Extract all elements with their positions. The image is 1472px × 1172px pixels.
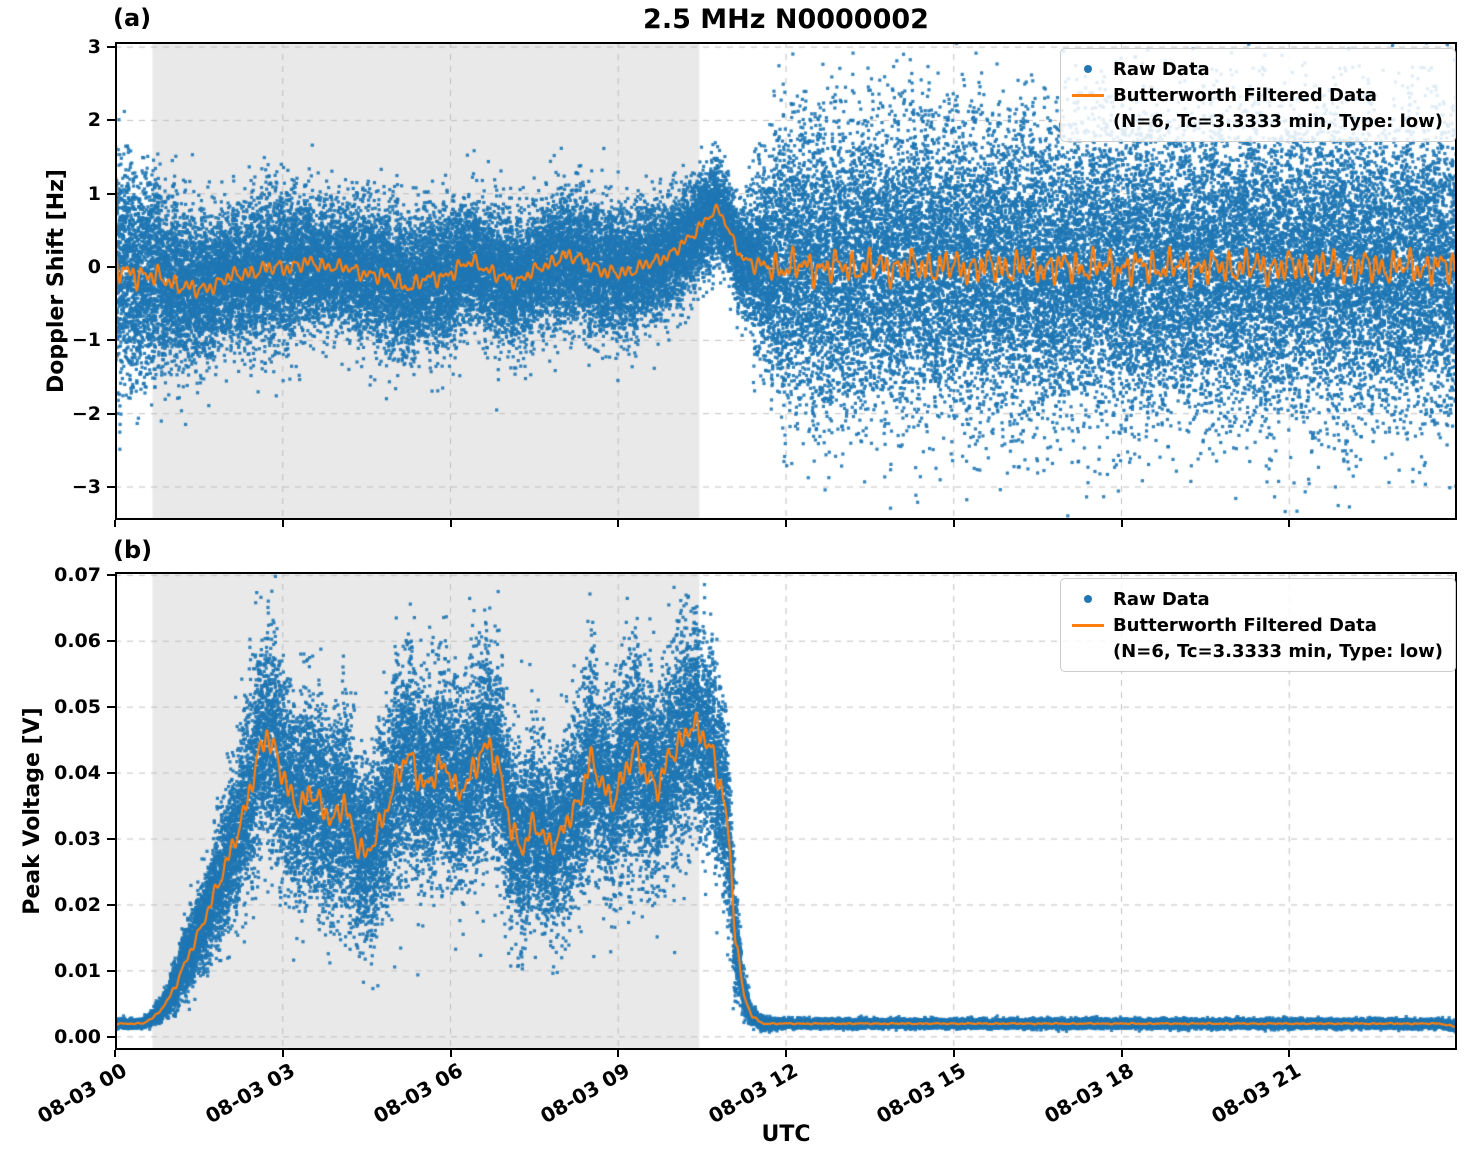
y-tick-label: 0.04 [54,762,101,785]
y-tick-mark [107,46,115,49]
legend-filtered-label: Butterworth Filtered Data [1112,614,1377,636]
legend-row-filtered-params: (N=6, Tc=3.3333 min, Type: low) [1069,638,1443,664]
x-tick-mark [1120,1050,1123,1057]
x-tick-mark [952,1050,955,1057]
y-tick-label: 0.01 [54,959,101,982]
legend-row-raw: Raw Data [1069,586,1443,612]
y-tick-mark [107,903,115,906]
filtered-line-marker-icon [1069,93,1107,97]
y-tick-mark [107,486,115,488]
x-tick-mark [785,520,787,527]
x-axis-label: UTC [761,1122,811,1147]
y-tick-mark [107,119,115,122]
panel-b-label: (b) [113,536,153,564]
legend-filtered-sublabel: (N=6, Tc=3.3333 min, Type: low) [1112,110,1443,132]
y-tick-label: 3 [87,36,101,59]
y-tick-mark [107,412,115,415]
legend-raw-label: Raw Data [1112,588,1210,610]
x-tick-label: 08-03 09 [536,1058,635,1129]
legend-raw-label: Raw Data [1112,58,1210,80]
x-tick-mark [281,1050,284,1057]
x-tick-mark [449,1050,452,1057]
y-tick-mark [107,192,115,195]
y-tick-label: 0.00 [54,1025,101,1048]
x-tick-mark [1120,520,1123,527]
legend-row-raw: Raw Data [1069,56,1443,82]
filtered-line-marker-icon [1069,623,1107,627]
x-tick-mark [617,520,620,527]
legend-filtered-sublabel: (N=6, Tc=3.3333 min, Type: low) [1112,640,1443,662]
legend-row-filtered-params: (N=6, Tc=3.3333 min, Type: low) [1069,108,1443,134]
x-tick-label: 08-03 12 [704,1058,802,1129]
x-tick-mark [1288,520,1291,527]
legend-row-filtered: Butterworth Filtered Data [1069,612,1443,638]
x-tick-mark [952,520,955,527]
y-tick-mark [107,640,115,643]
raw-data-marker-icon [1069,595,1107,603]
legend-row-filtered: Butterworth Filtered Data [1069,82,1443,108]
x-tick-label: 08-03 06 [368,1058,467,1129]
legend-panel-b: Raw Data Butterworth Filtered Data (N=6,… [1059,578,1456,672]
panel-a-label: (a) [113,4,152,32]
legend-panel-a: Raw Data Butterworth Filtered Data (N=6,… [1059,48,1456,142]
raw-data-marker-icon [1069,65,1107,73]
y-tick-mark [107,1035,115,1038]
x-tick-label: 08-03 03 [201,1058,299,1129]
x-tick-mark [114,520,116,527]
y-tick-label: 0.05 [54,696,101,719]
y-tick-label: 0.02 [54,893,101,916]
y-tick-label: −1 [71,329,101,352]
x-tick-mark [617,1050,620,1057]
y-tick-mark [107,266,115,269]
y-tick-mark [107,574,115,577]
y-tick-label: 0.06 [54,630,101,653]
y-tick-label: −2 [71,402,101,425]
x-tick-mark [281,520,284,527]
x-tick-mark [785,1050,787,1057]
x-tick-mark [449,520,452,527]
chart-title: 2.5 MHz N0000002 [643,4,929,35]
legend-filtered-label: Butterworth Filtered Data [1112,84,1377,106]
y-tick-label: −3 [71,476,101,498]
y-tick-label: 0.07 [54,564,101,587]
x-tick-label: 08-03 00 [33,1058,131,1129]
x-tick-mark [1288,1050,1291,1057]
y-tick-mark [107,969,115,972]
y-tick-mark [107,772,115,775]
x-tick-label: 08-03 18 [1039,1058,1138,1129]
x-tick-label: 08-03 21 [1207,1058,1306,1129]
y-tick-mark [107,706,115,709]
y-tick-label: 0 [87,256,101,279]
y-tick-mark [107,838,115,841]
x-tick-label: 08-03 15 [872,1058,970,1129]
y-tick-label: 0.03 [54,828,101,851]
y-tick-label: 1 [87,182,101,205]
y-tick-mark [107,339,115,342]
x-tick-mark [114,1050,116,1057]
y-tick-label: 2 [87,109,101,132]
